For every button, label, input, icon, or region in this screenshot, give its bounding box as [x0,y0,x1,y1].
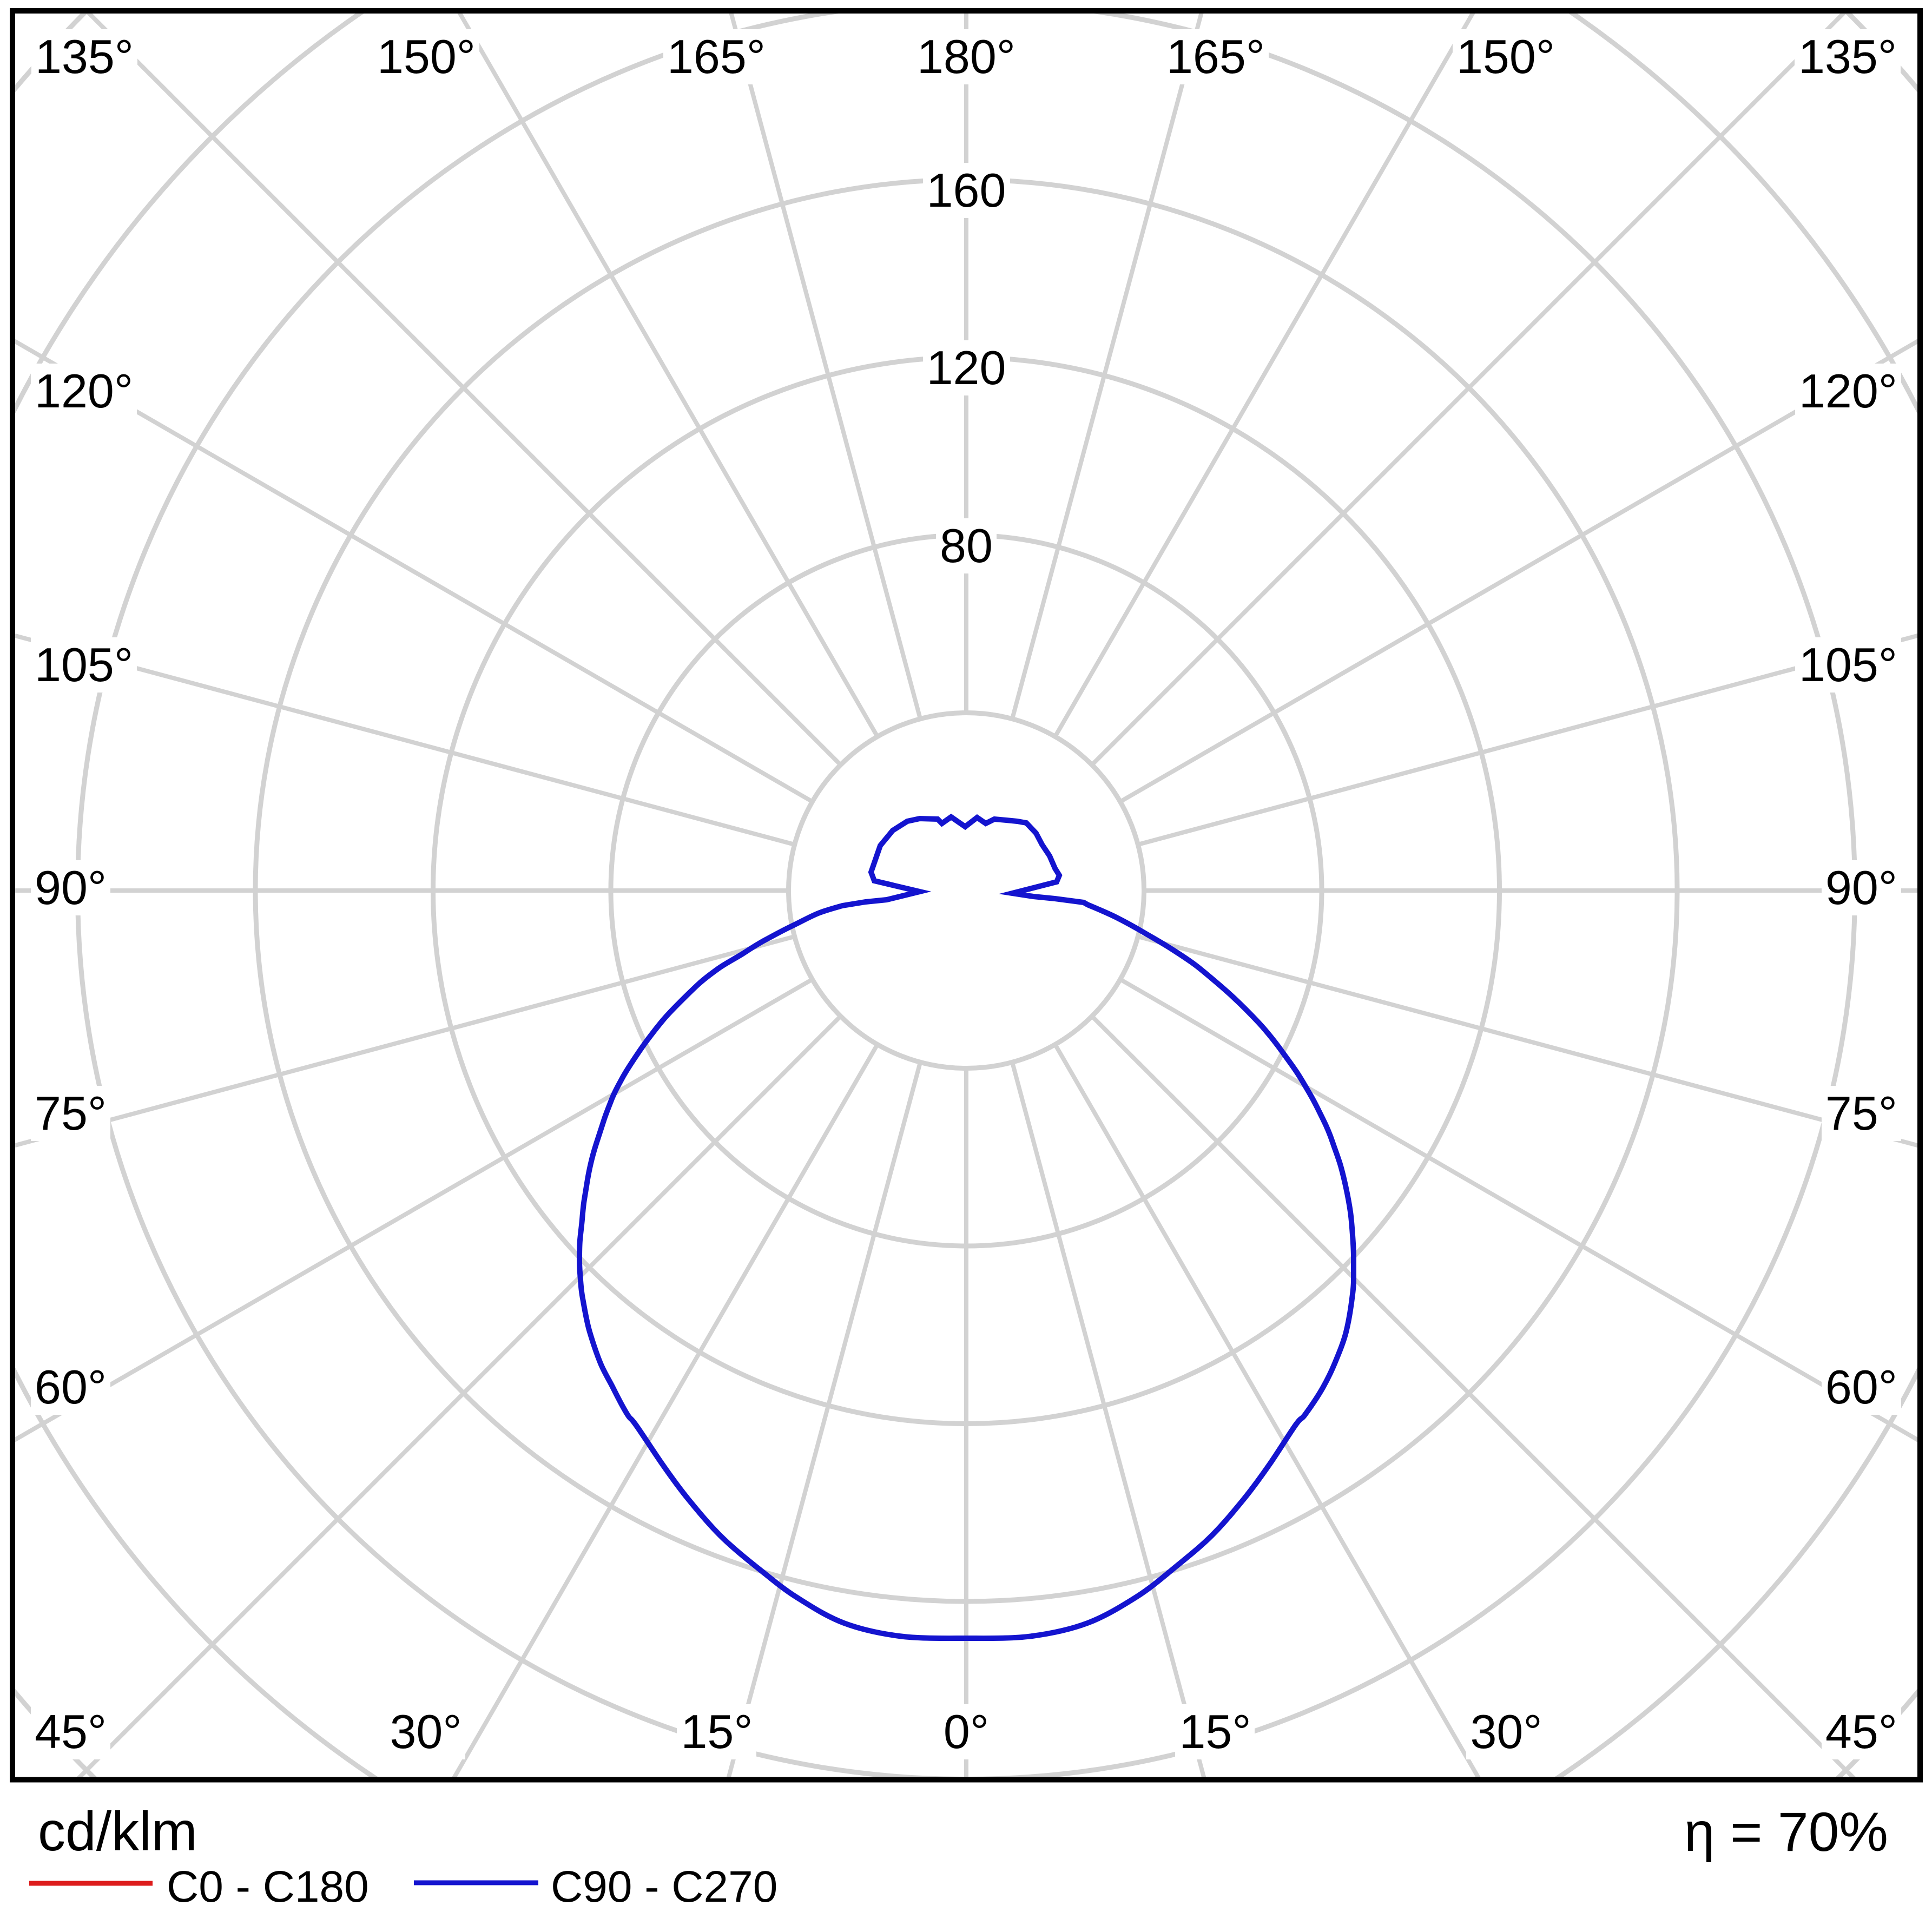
svg-text:120: 120 [927,341,1006,394]
svg-text:60°: 60° [1825,1360,1897,1414]
svg-text:180°: 180° [917,30,1016,83]
svg-text:120°: 120° [35,364,133,418]
svg-text:30°: 30° [390,1705,461,1758]
svg-text:90°: 90° [1825,861,1897,914]
svg-text:60°: 60° [35,1360,107,1414]
svg-text:45°: 45° [35,1705,107,1758]
svg-text:cd/klm: cd/klm [38,1801,197,1862]
svg-text:135°: 135° [35,30,134,83]
svg-text:90°: 90° [35,861,107,914]
svg-text:45°: 45° [1825,1705,1897,1758]
svg-text:120°: 120° [1799,364,1897,418]
svg-text:η = 70%: η = 70% [1684,1801,1888,1863]
svg-text:165°: 165° [667,30,766,83]
svg-text:105°: 105° [1799,638,1897,691]
svg-text:150°: 150° [1456,30,1555,83]
svg-text:15°: 15° [681,1705,753,1758]
svg-text:150°: 150° [377,30,476,83]
svg-text:C0 - C180: C0 - C180 [167,1862,369,1911]
svg-text:0°: 0° [944,1705,989,1758]
svg-text:160: 160 [927,163,1006,217]
svg-text:165°: 165° [1166,30,1265,83]
svg-text:80: 80 [940,519,993,572]
svg-text:105°: 105° [35,638,133,691]
svg-text:135°: 135° [1798,30,1897,83]
svg-text:75°: 75° [35,1086,107,1140]
svg-text:30°: 30° [1470,1705,1542,1758]
svg-text:C90 - C270: C90 - C270 [551,1862,777,1911]
svg-text:15°: 15° [1179,1705,1251,1758]
svg-text:75°: 75° [1825,1086,1897,1140]
